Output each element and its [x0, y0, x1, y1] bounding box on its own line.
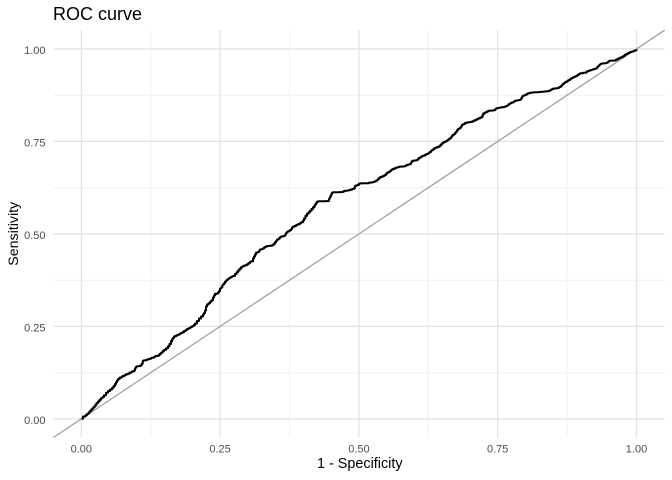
svg-text:0.25: 0.25 — [209, 444, 230, 456]
svg-text:0.00: 0.00 — [24, 415, 45, 427]
svg-text:ROC curve: ROC curve — [53, 4, 142, 24]
svg-text:Sensitivity: Sensitivity — [6, 201, 22, 266]
svg-text:1.00: 1.00 — [626, 444, 647, 456]
svg-text:0.25: 0.25 — [24, 322, 45, 334]
svg-text:0.00: 0.00 — [71, 444, 92, 456]
svg-text:1 - Specificity: 1 - Specificity — [317, 456, 403, 472]
svg-text:0.50: 0.50 — [348, 444, 369, 456]
svg-text:0.75: 0.75 — [24, 137, 45, 149]
svg-text:1.00: 1.00 — [24, 45, 45, 57]
svg-text:0.50: 0.50 — [24, 230, 45, 242]
svg-text:0.75: 0.75 — [487, 444, 508, 456]
